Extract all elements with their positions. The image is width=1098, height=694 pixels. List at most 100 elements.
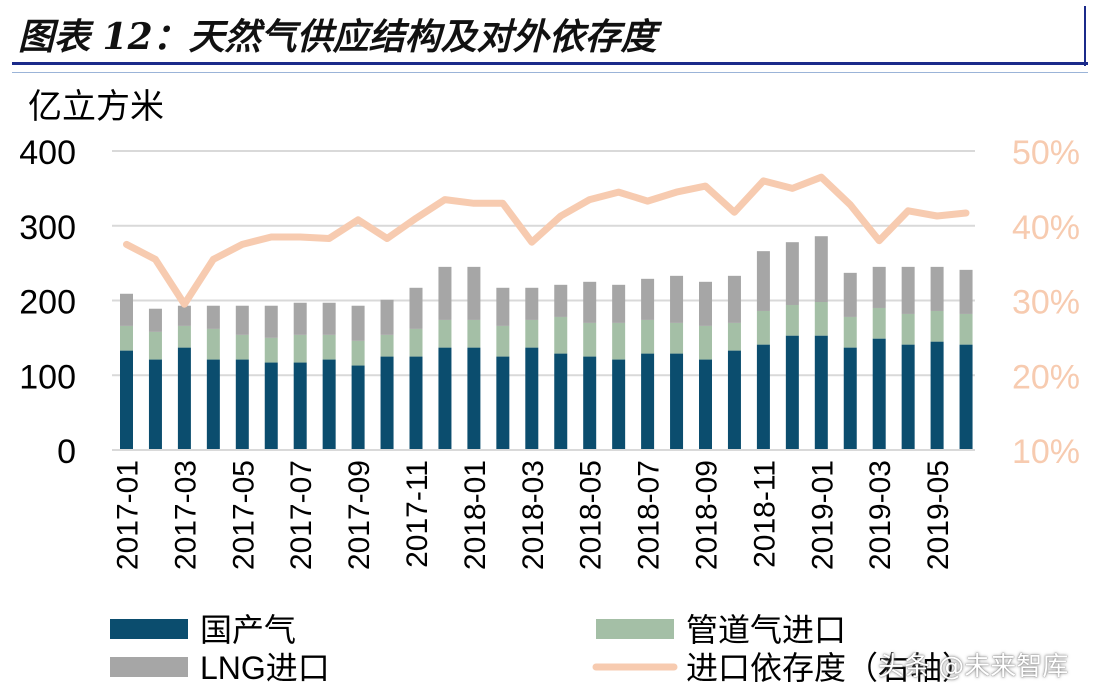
bar-segment-pipeline xyxy=(264,337,278,363)
bar-segment-pipeline xyxy=(814,301,828,336)
legend-domestic-swatch xyxy=(110,619,188,639)
bar-segment-lng xyxy=(148,308,162,332)
bar-segment-domestic xyxy=(525,347,539,450)
bar-segment-domestic xyxy=(467,347,481,450)
bar-segment-domestic xyxy=(264,362,278,450)
y-right-tick-label: 50% xyxy=(1012,134,1080,172)
bar-segment-domestic xyxy=(293,362,307,450)
bar-segment-domestic xyxy=(583,356,597,450)
bar-segment-pipeline xyxy=(930,310,944,342)
bar-segment-lng xyxy=(843,272,857,317)
x-tick-label: 2017-03 xyxy=(169,460,202,570)
title-underline xyxy=(12,72,1088,73)
x-tick-label: 2018-05 xyxy=(575,460,608,570)
bar-segment-domestic xyxy=(641,353,655,450)
x-tick-label: 2017-07 xyxy=(285,460,318,570)
bar-segment-domestic xyxy=(785,335,799,450)
bar-segment-pipeline xyxy=(351,340,365,366)
bar-segment-lng xyxy=(612,284,626,323)
bar-segment-lng xyxy=(264,305,278,338)
bar-segment-domestic xyxy=(814,335,828,450)
bar-segment-pipeline xyxy=(554,316,568,354)
legend-lng-swatch xyxy=(110,657,188,677)
bar-segment-lng xyxy=(293,302,307,335)
bar-segment-lng xyxy=(496,287,510,326)
y-right-tick-label: 10% xyxy=(1012,433,1080,471)
bar-segment-lng xyxy=(699,281,712,326)
bar-segment-domestic xyxy=(843,347,857,450)
legend-dependency-label: 进口依存度（右轴） xyxy=(686,650,974,686)
bar-segment-pipeline xyxy=(843,316,857,348)
y-right-tick-label: 20% xyxy=(1012,358,1080,396)
bar-segment-domestic xyxy=(872,338,886,450)
x-tick-label: 2019-03 xyxy=(864,460,897,570)
bar-segment-pipeline xyxy=(206,328,220,360)
bar-segment-pipeline xyxy=(293,334,307,363)
legend-lng-label: LNG进口 xyxy=(200,650,330,686)
x-tick-label: 2019-01 xyxy=(806,460,839,570)
x-tick-label: 2018-07 xyxy=(633,460,666,570)
bar-segment-lng xyxy=(525,287,539,320)
y-right-tick-label: 40% xyxy=(1012,209,1080,247)
y-left-tick-label: 100 xyxy=(19,358,76,396)
bar-segment-lng xyxy=(930,266,944,311)
x-tick-label: 2017-11 xyxy=(401,460,434,568)
bar-segment-pipeline xyxy=(409,328,423,357)
bar-segment-lng xyxy=(322,302,336,335)
bar-segment-domestic xyxy=(380,356,394,450)
bar-segment-lng xyxy=(670,275,684,323)
bar-segment-lng xyxy=(235,305,249,335)
bar-segment-domestic xyxy=(351,365,365,450)
bar-segment-lng xyxy=(438,266,452,320)
y-left-tick-label: 300 xyxy=(19,209,76,247)
bar-segment-pipeline xyxy=(467,319,481,348)
bar-segment-pipeline xyxy=(785,304,799,336)
bar-segment-lng xyxy=(901,266,915,314)
bar-segment-pipeline xyxy=(177,325,191,348)
legend-pipeline-swatch xyxy=(596,619,674,639)
bar-segment-pipeline xyxy=(525,319,539,348)
bar-segment-domestic xyxy=(612,359,626,450)
bar-segment-domestic xyxy=(930,341,944,450)
title-rule-right xyxy=(1084,6,1086,66)
x-tick-label: 2018-03 xyxy=(517,460,550,570)
x-tick-label: 2017-01 xyxy=(112,460,145,570)
bar-segment-pipeline xyxy=(872,307,886,339)
bar-segment-domestic xyxy=(496,356,510,450)
bar-segment-lng xyxy=(959,269,973,314)
bar-segment-lng xyxy=(380,299,394,335)
y-left-axis-label: 亿立方米 xyxy=(28,88,164,126)
bar-segment-lng xyxy=(641,278,655,320)
bar-segment-pipeline xyxy=(438,319,452,348)
bar-segment-lng xyxy=(872,266,886,308)
bar-segment-domestic xyxy=(120,350,133,450)
bar-segment-lng xyxy=(120,293,133,326)
bar-segment-pipeline xyxy=(756,310,770,345)
bar-segment-lng xyxy=(177,305,191,326)
legend-domestic-label: 国产气 xyxy=(200,612,296,648)
bar-segment-domestic xyxy=(756,344,770,450)
bar-segment-lng xyxy=(409,287,423,329)
y-right-tick-label: 30% xyxy=(1012,284,1080,322)
bar-segment-pipeline xyxy=(120,325,133,351)
title-rule xyxy=(12,62,1088,65)
bar-segment-lng xyxy=(814,236,828,302)
x-tick-label: 2018-09 xyxy=(691,460,724,570)
bar-segment-pipeline xyxy=(148,331,162,360)
bar-segment-domestic xyxy=(409,356,423,450)
bar-segment-domestic xyxy=(554,353,568,450)
bar-segment-lng xyxy=(583,281,597,323)
bar-segment-domestic xyxy=(959,344,973,450)
bar-segment-pipeline xyxy=(612,322,626,360)
x-tick-label: 2019-05 xyxy=(922,460,955,570)
figure-title: 图表 12：天然气供应结构及对外依存度 xyxy=(18,16,657,58)
y-left-tick-label: 400 xyxy=(19,134,76,172)
bar-segment-domestic xyxy=(235,359,249,450)
bar-segment-lng xyxy=(756,251,770,311)
bar-segment-lng xyxy=(467,266,481,320)
bar-segment-lng xyxy=(351,305,365,341)
bar-segment-domestic xyxy=(901,344,915,450)
y-left-tick-label: 0 xyxy=(57,433,76,471)
bar-segment-domestic xyxy=(727,350,741,450)
